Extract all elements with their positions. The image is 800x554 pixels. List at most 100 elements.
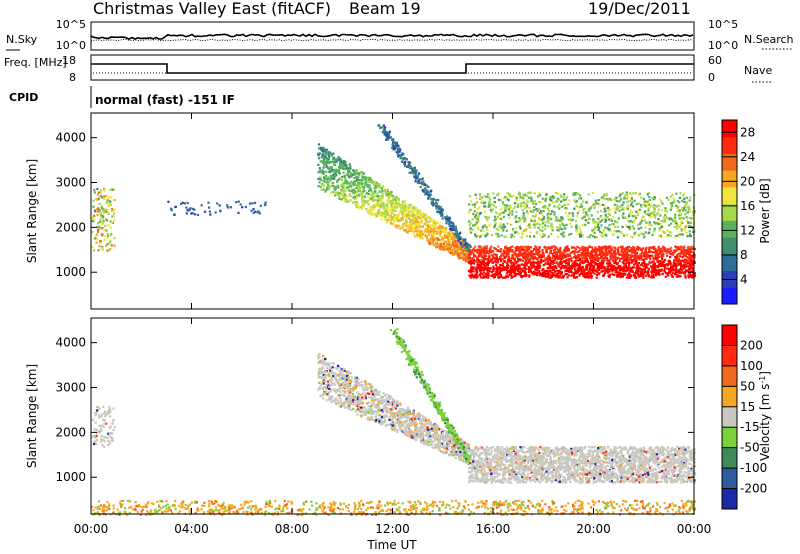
data-cell bbox=[640, 255, 643, 258]
data-cell bbox=[369, 178, 372, 181]
freq-tick-bottom: 8 bbox=[69, 71, 76, 84]
data-cell bbox=[629, 211, 632, 214]
data-cell bbox=[508, 248, 511, 251]
data-cell bbox=[97, 249, 100, 252]
data-cell bbox=[501, 201, 504, 204]
data-cell bbox=[377, 201, 380, 204]
data-cell bbox=[418, 172, 421, 175]
data-cell bbox=[494, 222, 497, 225]
data-cell bbox=[458, 241, 461, 244]
data-cell bbox=[674, 272, 677, 276]
data-cell bbox=[367, 209, 371, 212]
data-cell bbox=[597, 273, 600, 276]
data-cell bbox=[464, 256, 468, 259]
data-cell bbox=[604, 252, 607, 255]
data-cell bbox=[421, 237, 424, 240]
data-cell bbox=[549, 249, 552, 252]
data-cell bbox=[102, 219, 105, 222]
data-cell bbox=[458, 257, 461, 260]
data-cell bbox=[415, 208, 418, 211]
data-cell bbox=[682, 252, 685, 256]
data-cell bbox=[616, 257, 619, 260]
data-cell bbox=[351, 188, 354, 191]
data-cell bbox=[386, 219, 389, 222]
data-cell bbox=[560, 273, 563, 276]
data-cell bbox=[421, 177, 424, 180]
data-cell bbox=[644, 210, 647, 213]
data-cell bbox=[456, 243, 459, 247]
data-cell bbox=[541, 226, 544, 229]
data-cell bbox=[407, 161, 410, 164]
data-cell bbox=[573, 192, 576, 195]
data-cell bbox=[464, 253, 467, 256]
data-cell bbox=[664, 214, 667, 217]
data-cell bbox=[484, 272, 488, 275]
data-cell bbox=[633, 251, 636, 254]
data-cell bbox=[403, 208, 406, 211]
data-cell bbox=[597, 199, 600, 202]
data-cell bbox=[575, 204, 578, 207]
data-cell bbox=[226, 206, 229, 209]
data-cell bbox=[113, 219, 116, 222]
data-cell bbox=[583, 252, 586, 255]
data-cell bbox=[667, 260, 670, 263]
data-cell bbox=[464, 260, 468, 263]
data-cell bbox=[653, 262, 656, 266]
data-cell bbox=[444, 217, 448, 220]
data-cell bbox=[335, 186, 338, 189]
data-cell bbox=[669, 253, 673, 256]
data-cell bbox=[678, 214, 681, 217]
data-cell bbox=[562, 275, 565, 278]
data-cell bbox=[562, 256, 566, 259]
data-cell bbox=[377, 124, 380, 127]
data-cell bbox=[660, 254, 663, 258]
data-cell bbox=[679, 267, 683, 270]
data-cell bbox=[443, 236, 446, 239]
data-cell bbox=[588, 217, 591, 220]
data-cell bbox=[414, 180, 417, 183]
data-cell bbox=[650, 261, 654, 264]
data-cell bbox=[536, 261, 540, 264]
data-cell bbox=[601, 251, 604, 254]
data-cell bbox=[558, 203, 561, 206]
data-cell bbox=[623, 259, 626, 262]
data-cell bbox=[515, 268, 518, 271]
data-cell bbox=[565, 260, 568, 263]
data-cell bbox=[340, 160, 344, 163]
data-cell bbox=[524, 261, 527, 264]
data-cell bbox=[525, 254, 528, 257]
data-cell bbox=[657, 218, 660, 221]
data-cell bbox=[448, 250, 451, 253]
data-cell bbox=[651, 233, 654, 236]
data-cell bbox=[613, 264, 616, 267]
data-cell bbox=[185, 212, 188, 215]
data-cell bbox=[412, 218, 415, 221]
data-cell bbox=[401, 219, 404, 222]
data-cell bbox=[488, 256, 491, 259]
data-cell bbox=[620, 208, 623, 211]
data-cell bbox=[670, 206, 673, 209]
data-cell bbox=[468, 203, 471, 206]
data-cell bbox=[688, 248, 691, 251]
data-cell bbox=[593, 220, 596, 223]
data-cell bbox=[478, 253, 481, 256]
data-cell bbox=[329, 151, 332, 154]
data-cell bbox=[607, 229, 610, 232]
data-cell bbox=[361, 179, 364, 182]
data-cell bbox=[555, 252, 558, 256]
data-cell bbox=[340, 192, 343, 195]
data-cell bbox=[500, 258, 503, 261]
data-cell bbox=[321, 148, 324, 151]
data-cell bbox=[589, 259, 592, 262]
data-cell bbox=[361, 175, 364, 178]
data-cell bbox=[566, 276, 569, 279]
data-cell bbox=[356, 185, 359, 189]
data-cell bbox=[545, 250, 548, 253]
data-cell bbox=[377, 199, 380, 203]
data-cell bbox=[441, 245, 444, 248]
data-cell bbox=[550, 218, 553, 221]
data-cell bbox=[373, 180, 376, 183]
data-cell bbox=[361, 190, 364, 193]
data-cell bbox=[607, 246, 610, 249]
data-cell bbox=[355, 204, 358, 207]
